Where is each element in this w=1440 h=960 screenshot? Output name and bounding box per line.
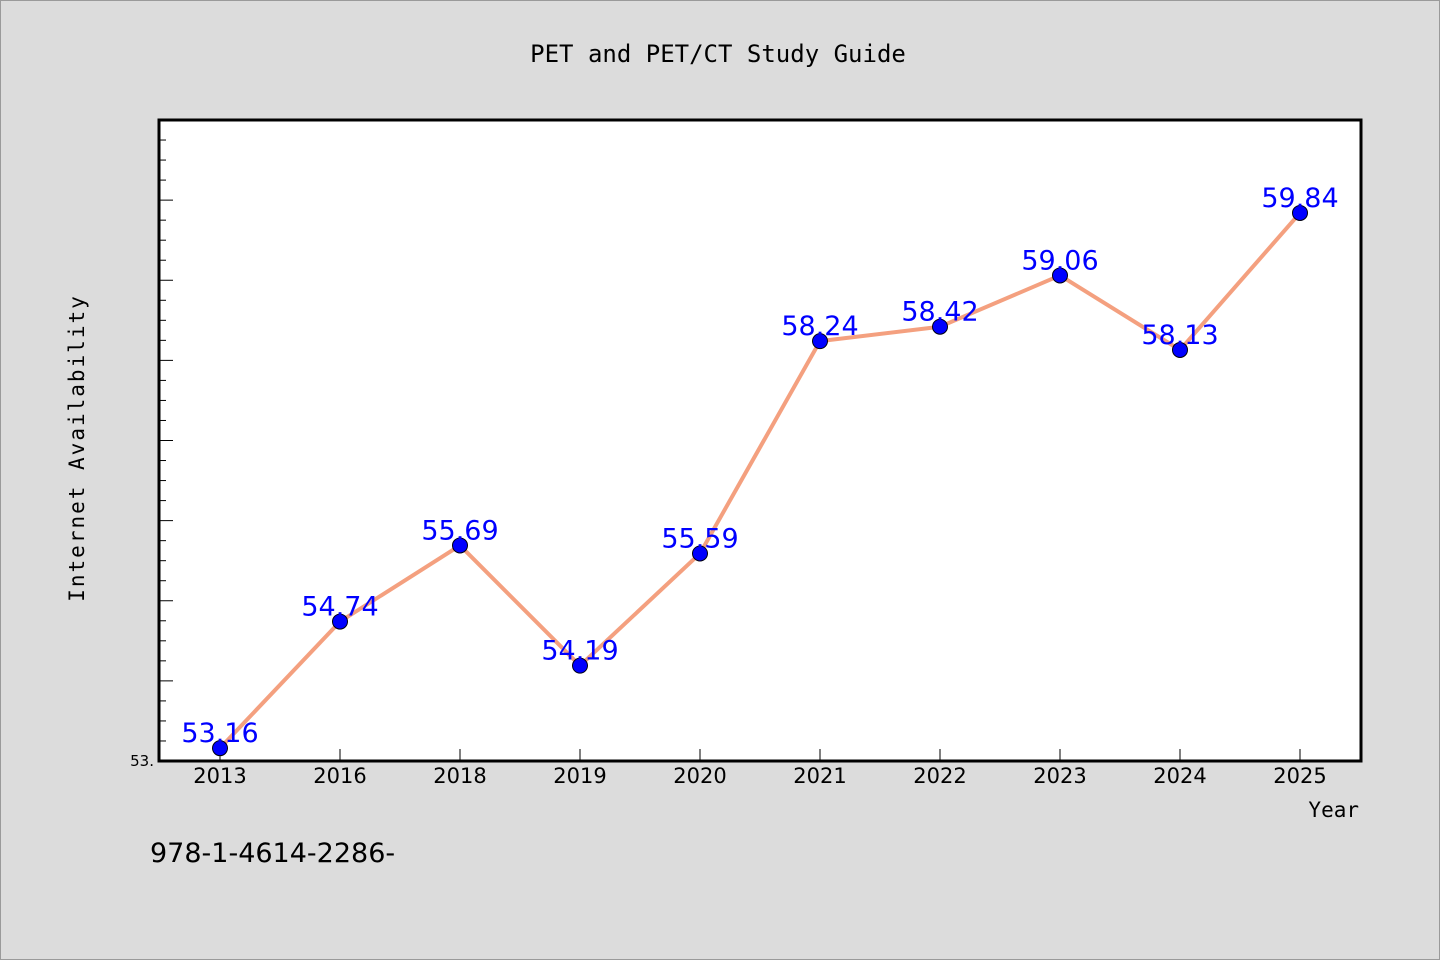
x-axis-label: Year [1308,798,1359,822]
data-label: 53.16 [181,718,258,749]
data-point [572,657,588,674]
data-label: 58.24 [781,311,858,342]
data-point [1172,341,1188,358]
y-axis-label: Internet Availability [65,294,89,602]
x-tick-label: 2016 [313,764,366,788]
x-tick-label: 2021 [793,764,846,788]
plot-area [157,118,1363,763]
data-labels: 53.16 54.74 55.69 54.19 55.59 58.24 58.42 59.06… [181,183,1338,749]
data-label: 59.06 [1021,245,1098,276]
data-point [812,333,828,350]
data-label: 54.74 [301,592,378,623]
footer-text: 978-1-4614-2286- [150,838,395,869]
chart-title: PET and PET/CT Study Guide [530,40,906,68]
x-tick-label: 2018 [433,764,486,788]
data-label: 54.19 [541,636,618,667]
y-axis-ticks [159,119,173,762]
data-point [692,545,708,562]
data-point [1292,204,1308,221]
data-markers [212,204,1308,757]
x-tick-label: 2020 [673,764,726,788]
y-tick-label: 53. [130,752,154,770]
x-tick-label: 2013 [193,764,246,788]
data-label: 55.69 [421,515,498,546]
x-tick-label: 2024 [1153,764,1206,788]
data-label: 55.59 [661,523,738,554]
x-tick-label: 2023 [1033,764,1086,788]
data-label: 59.84 [1261,183,1338,214]
data-label: 58.13 [1141,320,1218,351]
data-point [212,740,228,757]
x-axis-tick-labels: 2013 2016 2018 2019 2020 2021 2022 2023 2024 2025 [193,764,1326,788]
series-line [218,211,1302,750]
x-tick-label: 2019 [553,764,606,788]
data-point [1052,267,1068,284]
x-tick-label: 2022 [913,764,966,788]
data-point [452,537,468,554]
data-label: 58.42 [901,297,978,328]
x-tick-label: 2025 [1273,764,1326,788]
data-point [332,613,348,630]
data-point [932,318,948,335]
